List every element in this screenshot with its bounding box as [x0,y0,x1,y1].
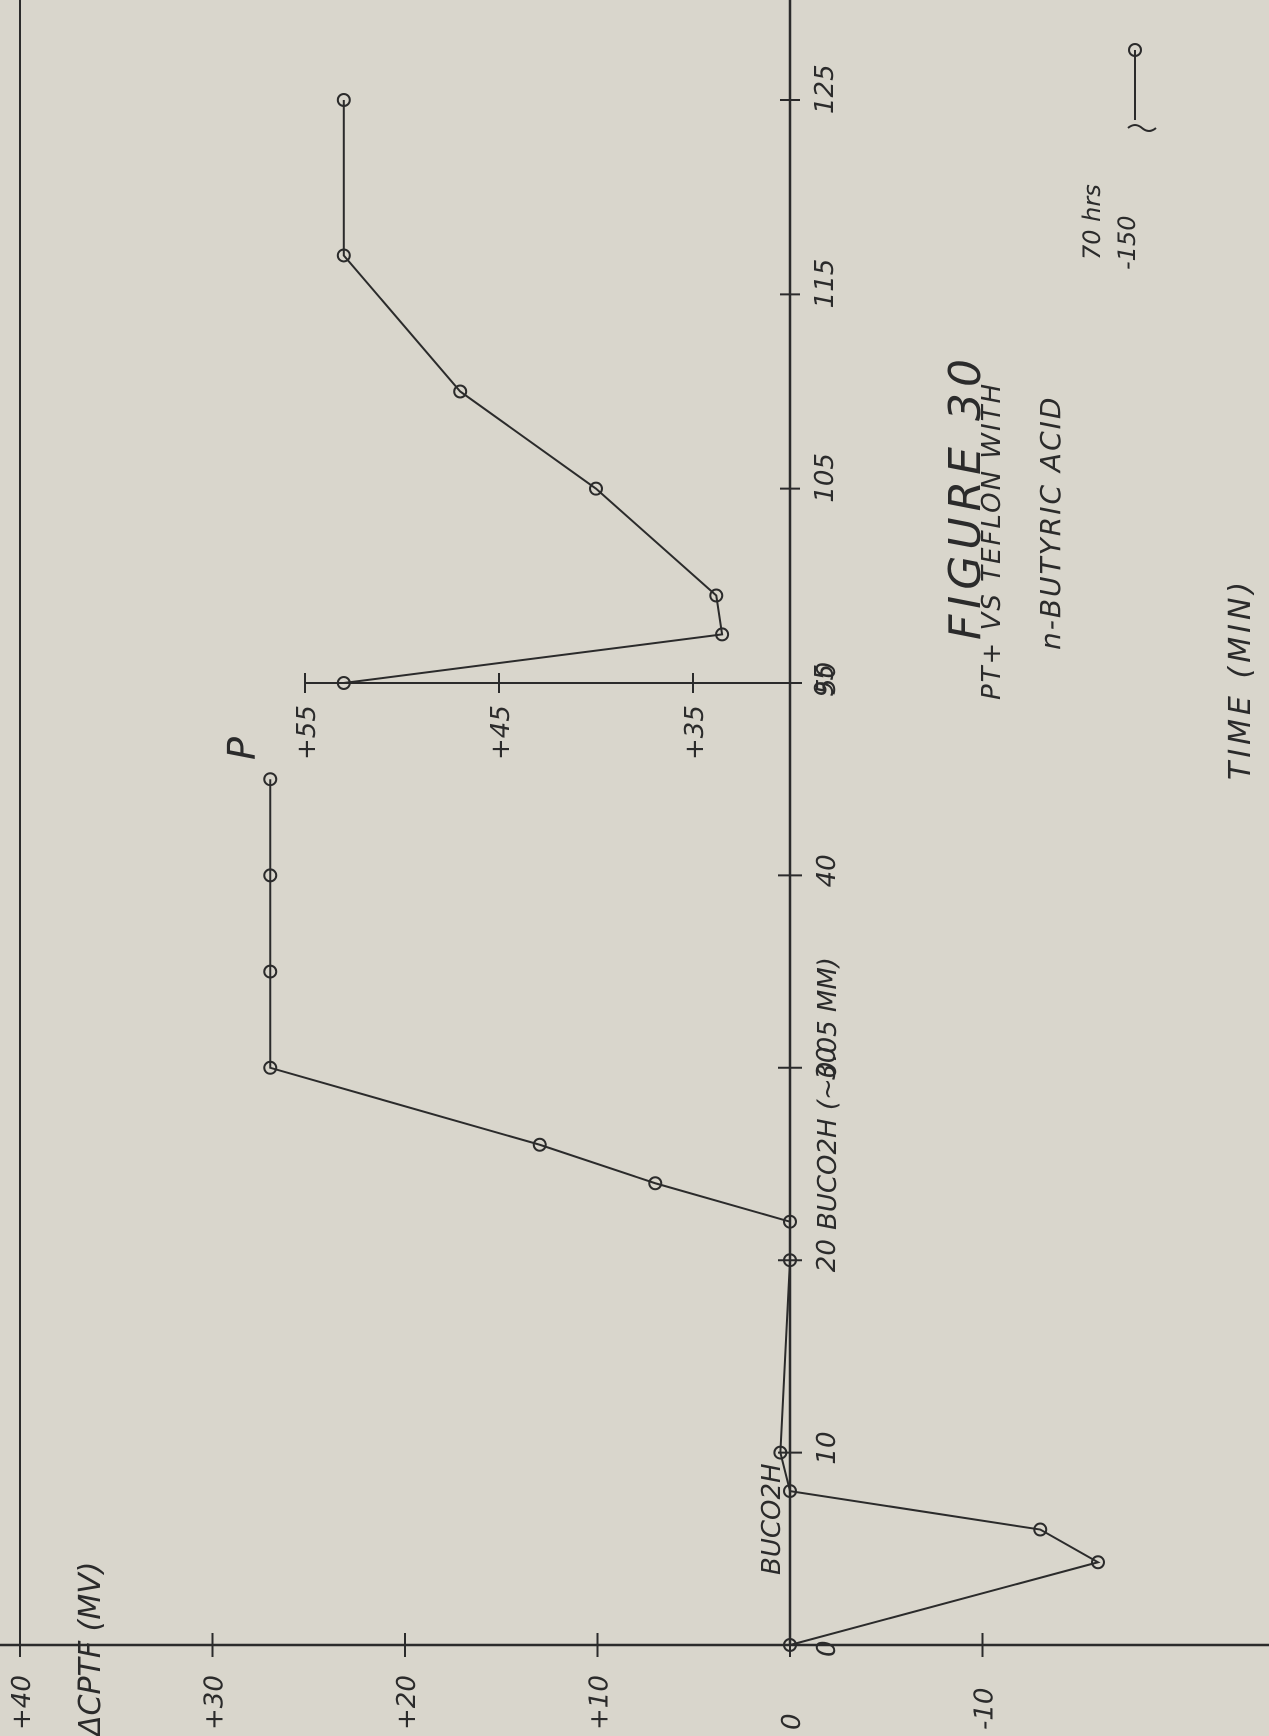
inset-point-break [1128,43,1142,57]
inset-point-1 [715,627,730,642]
figure-subtitle-2: n-BUTYRIC ACID [1034,396,1067,650]
main-y-tick-label-0: 0 [777,1713,807,1730]
inset-x-tick-label-105: 105 [810,453,840,503]
main-x-tick-label-0: 0 [812,1640,842,1657]
inset-point-6 [336,93,351,107]
main-point-7 [648,1176,663,1191]
figure-title: FIGURE 30 [940,353,991,640]
break-label-value: -150 [1113,216,1141,270]
inset-point-3 [589,481,603,496]
main-x-tick-label-20: 20 [812,1239,842,1272]
main-point-2 [1033,1522,1048,1537]
main-series-line [269,779,1101,1646]
inset-series-line [342,100,724,684]
main-x-tick-label-50: 50 [812,662,842,695]
main-series [263,772,1105,1652]
main-point-6 [783,1214,797,1229]
inset-point-2 [709,588,724,603]
inset-series [336,43,1157,690]
main-y-tick-label-+20: +20 [392,1675,422,1730]
main-y-tick-label-+40: +40 [7,1675,37,1730]
main-point-3 [783,1484,797,1499]
main-y-ticks: +40 +30 +20 +10 0 -10 [7,1633,1000,1730]
main-point-12 [263,772,278,787]
main-x-tick-label-40: 40 [812,854,842,887]
annotation-buco2h: BUCO2H [757,1463,787,1575]
figure-subtitle-1: PT+ VS TEFLON WITH [977,382,1007,700]
inset-y-tick-label-+55: +55 [292,705,322,760]
inset-x-ticks: 95 105 115 125 [780,64,840,697]
x-axis-label: TIME (MIN) [1223,578,1258,780]
main-x-tick-label-10: 10 [812,1432,842,1465]
annotation-p: P [220,737,264,760]
main-point-0 [783,1638,797,1652]
inset-y-tick-label-+45: +45 [486,705,516,760]
main-point-9 [263,1060,278,1075]
break-label-hours: 70 hrs [1078,184,1106,260]
main-point-10 [263,964,278,979]
inset-break-squiggle [1127,124,1157,132]
annotation-buco2h-conc: BUCO2H (~0.05 MM) [813,957,843,1230]
main-y-tick-label-+30: +30 [200,1675,230,1730]
main-y-tick-label-+10: +10 [585,1675,615,1730]
main-point-5 [783,1253,797,1268]
inset-x-tick-label-95: 95 [810,664,840,697]
inset-point-0 [336,676,351,690]
inset-x-tick-label-125: 125 [810,64,840,114]
main-point-4 [773,1445,788,1460]
inset-y-tick-label-+35: +35 [680,705,710,760]
y-axis-label: ΔCPTF (MV) [73,1562,108,1736]
main-y-tick-label--10: -10 [970,1688,1000,1730]
inset-y-ticks: +55 +45 +35 [292,673,710,760]
main-point-1 [1091,1555,1105,1570]
main-x-tick-label-30: 30 [812,1047,842,1080]
main-x-ticks: 0 10 20 30 40 50 [778,662,842,1657]
inset-point-5 [336,248,351,263]
main-point-11 [263,868,278,883]
main-point-8 [532,1137,547,1152]
inset-x-tick-label-115: 115 [810,259,840,309]
inset-point-4 [453,384,468,399]
